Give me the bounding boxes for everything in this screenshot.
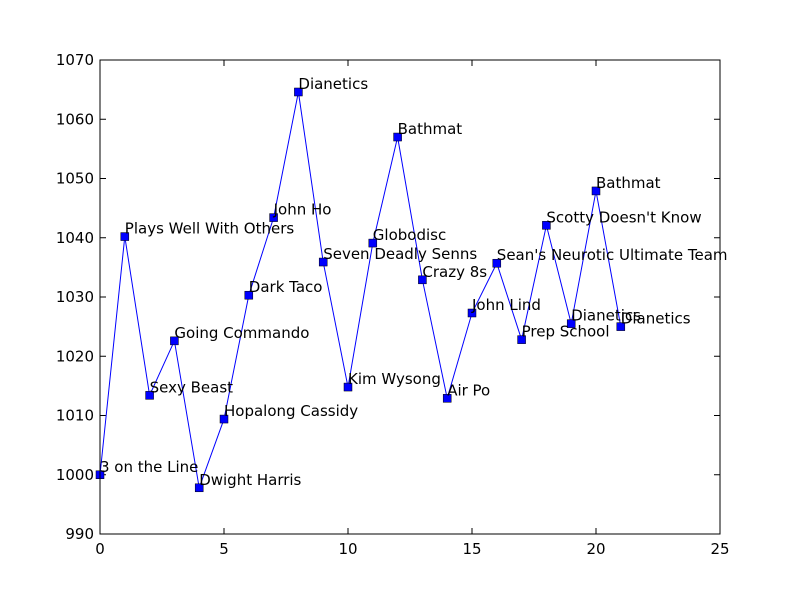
data-point-marker: [170, 336, 179, 346]
data-point-label: Dwight Harris: [199, 471, 301, 489]
data-point-marker: [393, 132, 402, 142]
data-point-label: Prep School: [522, 323, 610, 341]
data-point-label: Air Po: [447, 381, 490, 399]
data-point-marker: [566, 319, 576, 328]
data-point-marker: [120, 232, 130, 241]
data-point-label: Kim Wysong: [348, 370, 441, 388]
y-tick-label: 1060: [56, 110, 94, 128]
data-point-label: Scotty Doesn't Know: [546, 208, 701, 226]
data-point-label: Sean's Neurotic Ultimate Team: [497, 246, 728, 264]
data-point-label: Crazy 8s: [422, 263, 487, 281]
plot-area: [100, 60, 720, 534]
data-point-label: Bathmat: [398, 120, 463, 138]
data-point-label: John Ho: [273, 201, 332, 219]
data-point-marker: [517, 335, 526, 344]
y-tick-label: 1030: [56, 288, 94, 306]
y-tick-label: 1050: [56, 170, 94, 188]
x-tick-label: 0: [95, 540, 105, 558]
data-point-marker: [219, 414, 229, 424]
x-axis: 0 5 10 15 20 25: [95, 60, 730, 558]
y-tick-label: 990: [65, 525, 94, 543]
data-point-marker: [145, 391, 154, 400]
data-point-marker: [542, 221, 551, 230]
data-point-marker: [467, 308, 477, 318]
y-tick-label: 1000: [56, 466, 94, 484]
data-point-label: Plays Well With Others: [125, 220, 295, 238]
data-point-marker: [194, 483, 204, 493]
data-point-marker: [492, 258, 502, 268]
data-point-marker: [343, 382, 353, 392]
series-line: [99, 91, 622, 490]
data-point-marker: [269, 213, 278, 222]
y-tick-label: 1020: [56, 347, 94, 365]
data-point-marker: [318, 257, 328, 267]
data-point-label: Dianetics: [571, 307, 641, 325]
data-point-label: Dark Taco: [249, 278, 323, 296]
data-point-label: Globodisc: [373, 226, 446, 244]
data-point-label: Bathmat: [596, 174, 661, 192]
x-tick-label: 15: [462, 540, 481, 558]
x-tick-label: 20: [586, 540, 605, 558]
data-point-label: Dianetics: [621, 310, 691, 328]
y-tick-label: 1040: [56, 229, 94, 247]
plot-frame: [99, 59, 721, 535]
data-point-label: 3 on the Line: [100, 458, 198, 476]
y-tick-label: 1010: [56, 407, 94, 425]
data-point-label: Going Commando: [174, 324, 309, 342]
data-point-marker: [418, 275, 427, 285]
data-point-marker: [591, 186, 601, 196]
data-point-label: Seven Deadly Senns: [323, 245, 477, 263]
data-point-label: Dianetics: [298, 75, 368, 93]
data-point-marker: [616, 322, 626, 331]
data-point-label: Sexy Beast: [150, 378, 234, 396]
data-point-marker: [294, 87, 303, 97]
data-point-label: John Lind: [471, 296, 541, 314]
x-tick-label: 5: [219, 540, 229, 558]
x-tick-label: 10: [338, 540, 357, 558]
data-point-marker: [368, 238, 378, 248]
series-markers: [95, 87, 626, 493]
x-tick-label: 25: [710, 540, 729, 558]
point-labels: 3 on the Line Plays Well With Others Sexy …: [100, 75, 728, 489]
data-point-marker: [244, 290, 254, 300]
data-point-label: Hopalong Cassidy: [224, 402, 358, 420]
y-tick-label: 1070: [56, 51, 94, 69]
data-point-marker: [442, 394, 452, 403]
